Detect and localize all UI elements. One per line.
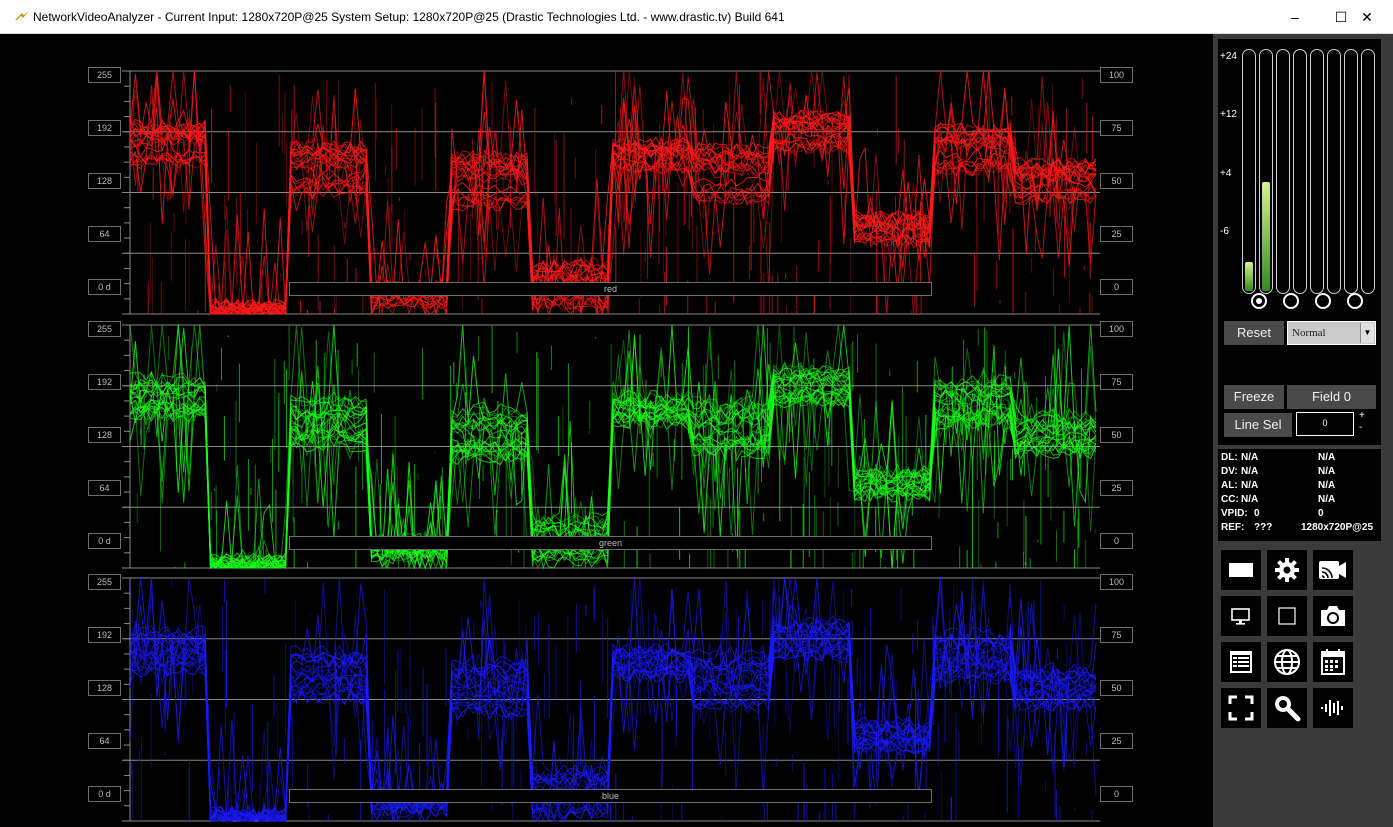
left-scale-label: 192: [88, 374, 121, 390]
left-scale-label: 128: [88, 173, 121, 189]
right-scale-label: 75: [1100, 374, 1133, 390]
camera-icon[interactable]: [1313, 596, 1353, 636]
audio-meter-channel: [1327, 49, 1341, 294]
meter-scale-label: +4: [1220, 168, 1231, 179]
right-scale-label: 50: [1100, 173, 1133, 189]
left-scale-label: 0 d: [88, 279, 121, 295]
title-bar: NetworkVideoAnalyzer - Current Input: 12…: [0, 0, 1393, 34]
monitor-icon[interactable]: [1221, 596, 1261, 636]
right-scale-label: 25: [1100, 226, 1133, 242]
rectangle-icon[interactable]: [1221, 550, 1261, 590]
waveform-icon[interactable]: [1313, 688, 1353, 728]
globe-icon[interactable]: [1267, 642, 1307, 682]
gear-icon[interactable]: [1267, 550, 1307, 590]
right-scale-label: 100: [1100, 321, 1133, 337]
channel-pair-radio[interactable]: [1315, 293, 1331, 309]
left-scale-label: 192: [88, 627, 121, 643]
right-scale-label: 50: [1100, 427, 1133, 443]
chevron-down-icon[interactable]: ▼: [1360, 323, 1374, 343]
waveform-scope-red[interactable]: 255 192 128 64 0 d 100 75 50 25 0 red: [8, 64, 1213, 318]
right-scale-label: 0: [1100, 533, 1133, 549]
right-scale-label: 100: [1100, 67, 1133, 83]
right-scale-label: 25: [1100, 733, 1133, 749]
mode-select[interactable]: Normal ▼: [1287, 321, 1376, 345]
right-scale-label: 75: [1100, 120, 1133, 136]
meter-scale-label: +12: [1220, 109, 1237, 120]
line-select-button[interactable]: Line Sel: [1224, 413, 1292, 437]
audio-level-fill: [1262, 182, 1270, 291]
waveform-trace: [130, 583, 1096, 822]
audio-meter-channel: [1344, 49, 1358, 294]
waveform-blue-plot: [8, 571, 1213, 825]
audio-meter-channel: [1293, 49, 1307, 294]
waveform-trace: [130, 589, 1096, 821]
audio-level-fill: [1245, 262, 1253, 291]
waveform-red-plot: [8, 64, 1213, 318]
waveform-scope-blue[interactable]: 255 192 128 64 0 d 100 75 50 25 0 blue: [8, 571, 1213, 825]
app-logo-icon: [15, 11, 29, 21]
line-decrement-button[interactable]: -: [1359, 422, 1362, 433]
channel-pair-radio[interactable]: [1283, 293, 1299, 309]
left-scale-label: 128: [88, 680, 121, 696]
left-scale-label: 192: [88, 120, 121, 136]
audio-meter-channel: [1310, 49, 1324, 294]
signal-info: DL: N/A N/A DV: N/A N/A AL: N/A N/A CC: N/A N/A …: [1218, 449, 1381, 541]
right-scale-label: 100: [1100, 574, 1133, 590]
waveform-trace: [130, 581, 1096, 821]
audio-meter-channel: [1361, 49, 1375, 294]
square-outline-icon[interactable]: [1267, 596, 1307, 636]
channel-label-green: green: [289, 536, 932, 550]
right-scale-label: 50: [1100, 680, 1133, 696]
control-panel: +24 +12 +4 -6 Reset Normal ▼ Freeze Fiel…: [1213, 34, 1393, 827]
close-button[interactable]: ✕: [1344, 0, 1390, 34]
left-scale-label: 64: [88, 733, 121, 749]
line-number-input[interactable]: 0: [1296, 412, 1354, 436]
waveform-trace: [130, 581, 1096, 822]
right-scale-label: 75: [1100, 627, 1133, 643]
audio-meter: +24 +12 +4 -6: [1218, 39, 1381, 345]
scope-controls: Reset Normal ▼ Freeze Field 0 Line Sel 0…: [1218, 312, 1381, 445]
field-button[interactable]: Field 0: [1287, 385, 1376, 409]
waveform-trace: [130, 589, 1096, 821]
minimize-button[interactable]: –: [1272, 0, 1318, 34]
left-scale-label: 0 d: [88, 533, 121, 549]
meter-scale-label: -6: [1220, 226, 1229, 237]
right-scale-label: 25: [1100, 480, 1133, 496]
waveform-trace: [130, 586, 1096, 821]
channel-pair-radio[interactable]: [1347, 293, 1363, 309]
reset-button[interactable]: Reset: [1224, 321, 1284, 345]
right-scale-label: 0: [1100, 786, 1133, 802]
fullscreen-icon[interactable]: [1221, 688, 1261, 728]
left-scale-label: 128: [88, 427, 121, 443]
cast-camera-icon[interactable]: [1313, 550, 1353, 590]
waveform-trace: [130, 588, 1096, 821]
window-title: NetworkVideoAnalyzer - Current Input: 12…: [33, 10, 785, 24]
left-scale-label: 255: [88, 574, 121, 590]
waveform-area: 255 192 128 64 0 d 100 75 50 25 0 red 25…: [8, 34, 1213, 827]
meter-scale-label: +24: [1220, 51, 1237, 62]
audio-meter-channel: [1276, 49, 1290, 294]
left-scale-label: 64: [88, 226, 121, 242]
calendar-icon[interactable]: [1313, 642, 1353, 682]
channel-label-red: red: [289, 282, 932, 296]
right-scale-label: 0: [1100, 279, 1133, 295]
audio-meter-channel: [1242, 49, 1256, 294]
channel-label-blue: blue: [289, 789, 932, 803]
mode-select-value: Normal: [1292, 327, 1326, 339]
freeze-button[interactable]: Freeze: [1224, 385, 1284, 409]
left-scale-label: 255: [88, 321, 121, 337]
left-scale-label: 255: [88, 67, 121, 83]
left-scale-label: 64: [88, 480, 121, 496]
channel-pair-radio[interactable]: [1251, 293, 1267, 309]
left-scale-label: 0 d: [88, 786, 121, 802]
waveform-scope-green[interactable]: 255 192 128 64 0 d 100 75 50 25 0 green: [8, 318, 1213, 572]
line-increment-button[interactable]: +: [1359, 410, 1365, 421]
search-icon[interactable]: [1267, 688, 1307, 728]
list-icon[interactable]: [1221, 642, 1261, 682]
waveform-green-plot: [8, 318, 1213, 572]
audio-meter-channel: [1259, 49, 1273, 294]
